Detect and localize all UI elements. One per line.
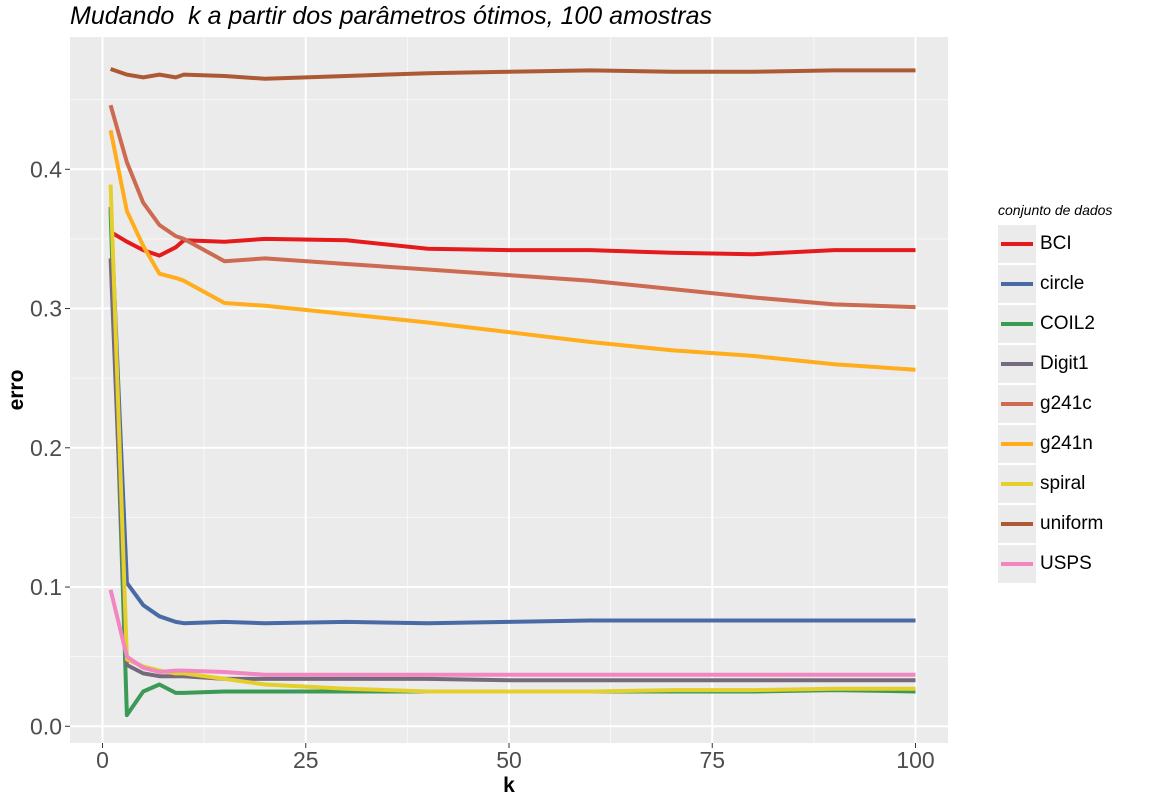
- x-tick-label: 50: [496, 747, 522, 773]
- legend-key: [998, 385, 1036, 423]
- legend-item-coil2: COIL2: [998, 304, 1112, 344]
- series-line-bci: [109, 230, 916, 258]
- legend-key: [998, 505, 1036, 543]
- legend-swatch: [1001, 282, 1033, 286]
- x-tick-label: 25: [293, 747, 319, 773]
- legend-key: [998, 225, 1036, 263]
- legend: conjunto de dados BCI circle COIL2 Digit1 g2…: [998, 202, 1112, 584]
- legend-swatch: [1001, 442, 1033, 446]
- legend-label: uniform: [1040, 513, 1104, 534]
- legend-key: [998, 545, 1036, 583]
- series-line-g241c: [108, 104, 916, 310]
- legend-item-bci: BCI: [998, 224, 1112, 264]
- y-axis-title: erro: [5, 370, 28, 411]
- legend-swatch: [1001, 362, 1033, 366]
- y-tick-label: 0.4: [30, 156, 62, 182]
- legend-swatch: [1001, 482, 1033, 486]
- legend-swatch: [1001, 522, 1033, 526]
- x-tick-label: 100: [896, 747, 934, 773]
- legend-items: BCI circle COIL2 Digit1 g241c g241n spiral unif…: [998, 224, 1112, 584]
- y-tick-label: 0.1: [30, 574, 62, 600]
- legend-key: [998, 305, 1036, 343]
- legend-item-uniform: uniform: [998, 504, 1112, 544]
- legend-label: circle: [1040, 273, 1085, 294]
- legend-label: g241c: [1040, 393, 1092, 414]
- x-tick-label: 0: [96, 747, 109, 773]
- legend-item-g241c: g241c: [998, 384, 1112, 424]
- legend-swatch: [1001, 242, 1033, 246]
- legend-label: Digit1: [1040, 353, 1089, 374]
- series-line-usps: [108, 589, 916, 677]
- series-line-g241n: [108, 129, 916, 372]
- x-axis-title: k: [503, 774, 515, 797]
- legend-label: USPS: [1040, 553, 1092, 574]
- grid-major: [70, 37, 948, 743]
- legend-item-spiral: spiral: [998, 464, 1112, 504]
- legend-item-circle: circle: [998, 264, 1112, 304]
- legend-item-digit1: Digit1: [998, 344, 1112, 384]
- legend-swatch: [1001, 402, 1033, 406]
- chart-title: Mudando k a partir dos parâmetros ótimos…: [70, 2, 712, 30]
- legend-label: BCI: [1040, 233, 1072, 254]
- legend-key: [998, 345, 1036, 383]
- y-tick-label: 0.0: [30, 713, 62, 739]
- y-tick-label: 0.3: [30, 296, 62, 322]
- legend-key: [998, 465, 1036, 503]
- legend-key: [998, 425, 1036, 463]
- legend-swatch: [1001, 562, 1033, 566]
- series-line-uniform: [109, 67, 916, 81]
- legend-label: spiral: [1040, 473, 1086, 494]
- x-tick-label: 75: [699, 747, 725, 773]
- series-line-digit1: [108, 258, 916, 683]
- legend-swatch: [1001, 322, 1033, 326]
- legend-label: g241n: [1040, 433, 1093, 454]
- legend-item-usps: USPS: [998, 544, 1112, 584]
- series-line-circle: [108, 206, 916, 626]
- legend-title: conjunto de dados: [998, 202, 1113, 218]
- legend-label: COIL2: [1040, 313, 1095, 334]
- legend-key: [998, 265, 1036, 303]
- legend-item-g241n: g241n: [998, 424, 1112, 464]
- series-lines: [108, 67, 916, 718]
- y-tick-label: 0.2: [30, 435, 62, 461]
- axis-ticks: 0 25 50 75 100 0.0 0.1 0.2 0.3 0.4: [30, 156, 935, 773]
